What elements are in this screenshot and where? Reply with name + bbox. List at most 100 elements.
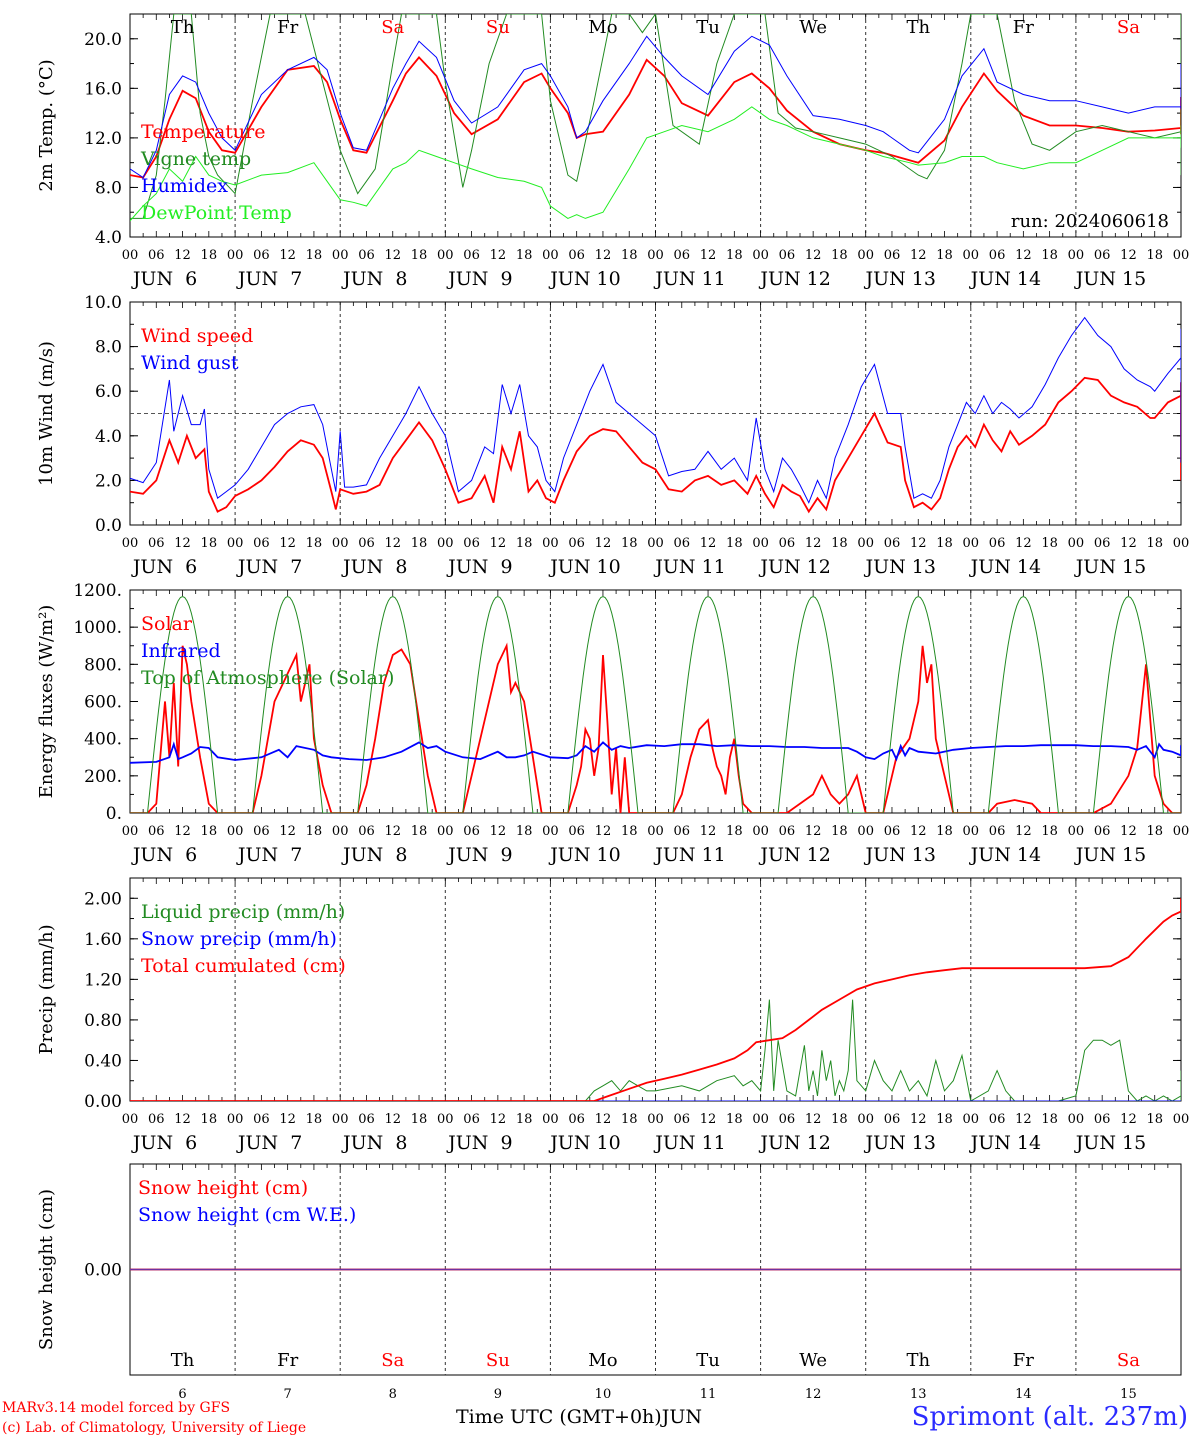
date-label: JUN 10	[548, 556, 620, 578]
series-vigne-temp	[130, 14, 1181, 219]
date-label: JUN 14	[969, 556, 1041, 578]
series-wind-speed	[130, 376, 1181, 514]
hour-label: 18	[1146, 248, 1163, 263]
weekday-label: Fr	[277, 17, 298, 38]
hour-label: 18	[306, 536, 323, 551]
hour-label: 00	[752, 536, 769, 551]
hour-label: 06	[463, 536, 480, 551]
series-group	[130, 14, 1181, 222]
hour-label: 00	[647, 536, 664, 551]
weekday-label: Fr	[277, 1350, 298, 1371]
hour-label: 12	[490, 1112, 507, 1127]
x-axis-month: JUN	[661, 1406, 702, 1428]
hour-label: 00	[542, 536, 559, 551]
hour-label: 12	[805, 1112, 822, 1127]
hour-label: 00	[437, 824, 454, 839]
hour-label: 06	[674, 1112, 691, 1127]
y-axis-label: Energy fluxes (W/m²)	[36, 605, 57, 799]
hour-label: 18	[1146, 536, 1163, 551]
hour-label: 12	[490, 536, 507, 551]
hour-label: 00	[1068, 1112, 1085, 1127]
weekday-label: Mo	[588, 17, 617, 38]
hour-label: 00	[332, 824, 349, 839]
hour-label: 18	[1041, 824, 1058, 839]
hour-label: 00	[542, 248, 559, 263]
legend-entry: Infrared	[141, 640, 221, 662]
hour-label: 12	[910, 248, 927, 263]
hour-label: 18	[936, 1112, 953, 1127]
station-name: Sprimont (alt. 237m)	[911, 1402, 1188, 1432]
hour-label: 12	[279, 1112, 296, 1127]
hour-label: 12	[1015, 1112, 1032, 1127]
hour-label: 12	[279, 536, 296, 551]
date-label: JUN 8	[341, 268, 407, 290]
date-label: JUN 12	[758, 556, 830, 578]
hour-label: 12	[595, 248, 612, 263]
hour-label: 00	[122, 536, 139, 551]
weekday-label: Su	[486, 17, 510, 38]
date-label: JUN 14	[969, 1132, 1041, 1154]
weekday-label: Th	[171, 1350, 195, 1371]
day-number-label: 15	[1120, 1387, 1137, 1402]
hour-label: 00	[332, 1112, 349, 1127]
hour-label: 06	[148, 1112, 165, 1127]
weekday-label: Th	[906, 1350, 930, 1371]
date-label: JUN 9	[446, 1132, 512, 1154]
day-number-label: 7	[284, 1387, 292, 1402]
day-number-label: 8	[389, 1387, 397, 1402]
series-group	[130, 595, 1181, 813]
hour-label: 18	[411, 824, 428, 839]
y-tick-label: 4.0	[95, 228, 122, 248]
hour-label: 12	[174, 824, 191, 839]
date-label: JUN 14	[969, 844, 1041, 866]
series-top-of-atmosphere-solar-	[130, 595, 1181, 813]
hour-label: 12	[1015, 824, 1032, 839]
y-tick-label: 8.0	[95, 338, 122, 358]
weekday-label: Tu	[696, 1350, 720, 1371]
day-number-label: 12	[805, 1387, 822, 1402]
hour-label: 06	[779, 1112, 796, 1127]
date-label: JUN 14	[969, 268, 1041, 290]
series-infrared	[130, 741, 1181, 764]
plot-frame	[129, 589, 1182, 814]
panel-2: 0.0 2.0 4.0 6.0 8.0 10.0 10m Wind (m/s) Wind sp…	[36, 293, 1189, 578]
day-number-label: 9	[494, 1387, 502, 1402]
hour-label: 18	[1041, 536, 1058, 551]
hour-label: 00	[332, 536, 349, 551]
hour-label: 06	[568, 248, 585, 263]
hour-label: 06	[148, 824, 165, 839]
hour-label: 18	[726, 1112, 743, 1127]
hour-label: 18	[831, 824, 848, 839]
day-number-label: 11	[700, 1387, 717, 1402]
hour-label: 06	[989, 536, 1006, 551]
hour-label: 06	[568, 824, 585, 839]
date-label: JUN 11	[653, 1132, 725, 1154]
date-label: JUN 15	[1074, 556, 1146, 578]
hour-label: 12	[1120, 248, 1137, 263]
legend-entry: Total cumulated (cm)	[141, 955, 346, 977]
hour-label: 12	[805, 536, 822, 551]
weekday-label: Th	[171, 17, 195, 38]
date-label: JUN 10	[548, 844, 620, 866]
y-tick-label: 20.0	[84, 30, 122, 50]
date-label: JUN 9	[446, 556, 512, 578]
hour-label: 06	[884, 824, 901, 839]
hour-label: 12	[805, 824, 822, 839]
hour-label: 12	[595, 824, 612, 839]
hour-label: 12	[700, 248, 717, 263]
y-tick-label: 1.20	[84, 970, 122, 990]
hour-label: 18	[516, 1112, 533, 1127]
hour-label: 00	[227, 1112, 244, 1127]
date-label: JUN 8	[341, 556, 407, 578]
hour-label: 18	[726, 536, 743, 551]
hour-label: 18	[1146, 824, 1163, 839]
date-label: JUN 12	[758, 1132, 830, 1154]
weekday-label: Mo	[588, 1350, 617, 1371]
panel-3: 0. 200. 400. 600. 800. 1000. 1200. Energy fluxe…	[36, 581, 1189, 866]
hour-label: 06	[148, 248, 165, 263]
legend-entry: Top of Atmosphere (Solar)	[141, 667, 394, 689]
date-label: JUN 7	[236, 556, 302, 578]
y-tick-label: 800.	[84, 655, 122, 675]
hour-label: 18	[516, 248, 533, 263]
